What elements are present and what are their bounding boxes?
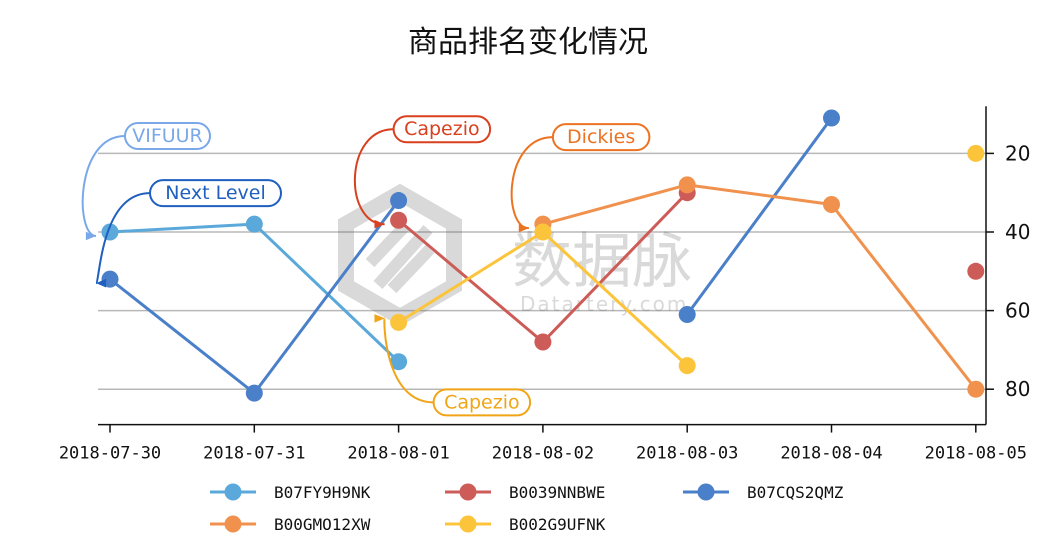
arrowhead-icon	[374, 219, 385, 229]
data-point	[390, 353, 408, 371]
series-B07FY9H9NK	[101, 215, 408, 371]
legend-item: B002G9UFNK	[445, 515, 606, 534]
annotation-label: Dickies	[567, 126, 635, 148]
legend-marker	[224, 483, 242, 501]
legend: B07FY9H9NK B0039NNBWE B07CQS2QMZ B00GMO12XW…	[210, 483, 844, 534]
data-point	[823, 109, 840, 127]
series-B07CQS2QMZ	[101, 109, 840, 402]
annotation-box	[392, 115, 492, 144]
legend-item: B00GMO12XW	[210, 515, 371, 534]
x-tick-label: 2018-08-02	[492, 444, 594, 464]
legend-item: B07FY9H9NK	[210, 483, 371, 502]
annotation: VIFUUR	[81, 122, 211, 241]
legend-marker	[459, 515, 477, 533]
x-tick-label: 2018-08-01	[347, 444, 449, 464]
x-tick-label: 2018-07-30	[59, 444, 161, 464]
series-layer	[101, 109, 985, 402]
arrowhead-icon	[518, 223, 529, 233]
legend-item: B07CQS2QMZ	[683, 483, 844, 502]
legend-label: B07FY9H9NK	[274, 483, 371, 502]
annotation-arrow	[510, 136, 553, 230]
data-point	[534, 223, 552, 241]
annotation-label: Next Level	[165, 182, 265, 204]
data-point	[678, 176, 696, 194]
data-point	[245, 384, 263, 402]
data-point	[823, 195, 840, 213]
data-point	[678, 306, 696, 324]
annotation-box	[149, 179, 282, 208]
data-point	[390, 313, 408, 331]
annotation-arrow	[95, 192, 151, 285]
legend-item: B0039NNBWE	[445, 483, 605, 502]
legend-label: B0039NNBWE	[509, 483, 605, 502]
y-tick-label: 60	[1005, 299, 1030, 323]
legend-marker	[697, 483, 715, 501]
data-point	[967, 262, 985, 280]
data-point	[678, 357, 696, 375]
data-point	[390, 211, 408, 229]
series-B0039NNBWE	[390, 184, 985, 351]
series-line	[542, 183, 977, 391]
axes: 2018-07-30 2018-07-31 2018-08-01 2018-08-02…	[59, 106, 1030, 464]
data-point	[245, 215, 263, 233]
watermark: 数据脉 Datartery.com	[338, 183, 692, 327]
y-tick-label: 40	[1005, 220, 1030, 244]
legend-label: B07CQS2QMZ	[747, 483, 844, 502]
data-point	[534, 333, 552, 351]
annotation-label: VIFUUR	[132, 125, 203, 147]
series-B002G9UFNK	[390, 144, 985, 375]
annotations: VIFUUR Next Level Capezio Dickies Capezio	[81, 115, 651, 417]
arrowhead-icon	[85, 231, 96, 241]
annotation: Capezio	[374, 314, 532, 417]
legend-label: B00GMO12XW	[274, 515, 371, 534]
arrowhead-icon	[374, 314, 385, 323]
series-B00GMO12XW	[534, 176, 985, 398]
data-point	[390, 192, 408, 210]
y-tick-label: 80	[1005, 377, 1030, 401]
annotation: Capezio	[353, 115, 492, 229]
annotation-box	[432, 388, 532, 417]
x-tick-label: 2018-08-04	[780, 444, 882, 464]
watermark-url: Datartery.com	[520, 292, 688, 316]
annotation-arrow	[81, 135, 126, 237]
x-tick-label: 2018-08-03	[636, 444, 738, 464]
x-tick-label: 2018-08-05	[925, 444, 1027, 464]
x-tick-label: 2018-07-31	[203, 444, 305, 464]
annotation-label: Capezio	[404, 118, 480, 140]
arrowhead-icon	[96, 278, 107, 288]
chart-title: 商品排名变化情况	[408, 25, 648, 60]
annotation-label: Capezio	[444, 391, 520, 413]
legend-marker	[224, 515, 242, 533]
y-tick-label: 20	[1005, 141, 1030, 165]
annotation-arrow	[353, 128, 394, 226]
data-point	[967, 380, 985, 398]
annotation: Next Level	[95, 179, 282, 288]
series-line	[685, 117, 833, 316]
legend-label: B002G9UFNK	[509, 515, 606, 534]
legend-marker	[459, 483, 477, 501]
annotation-arrow	[383, 317, 434, 404]
annotation-box	[124, 122, 211, 150]
data-point	[967, 144, 985, 162]
annotation: Dickies	[510, 123, 651, 233]
annotation-box	[551, 123, 651, 152]
grid-lines	[98, 152, 986, 390]
